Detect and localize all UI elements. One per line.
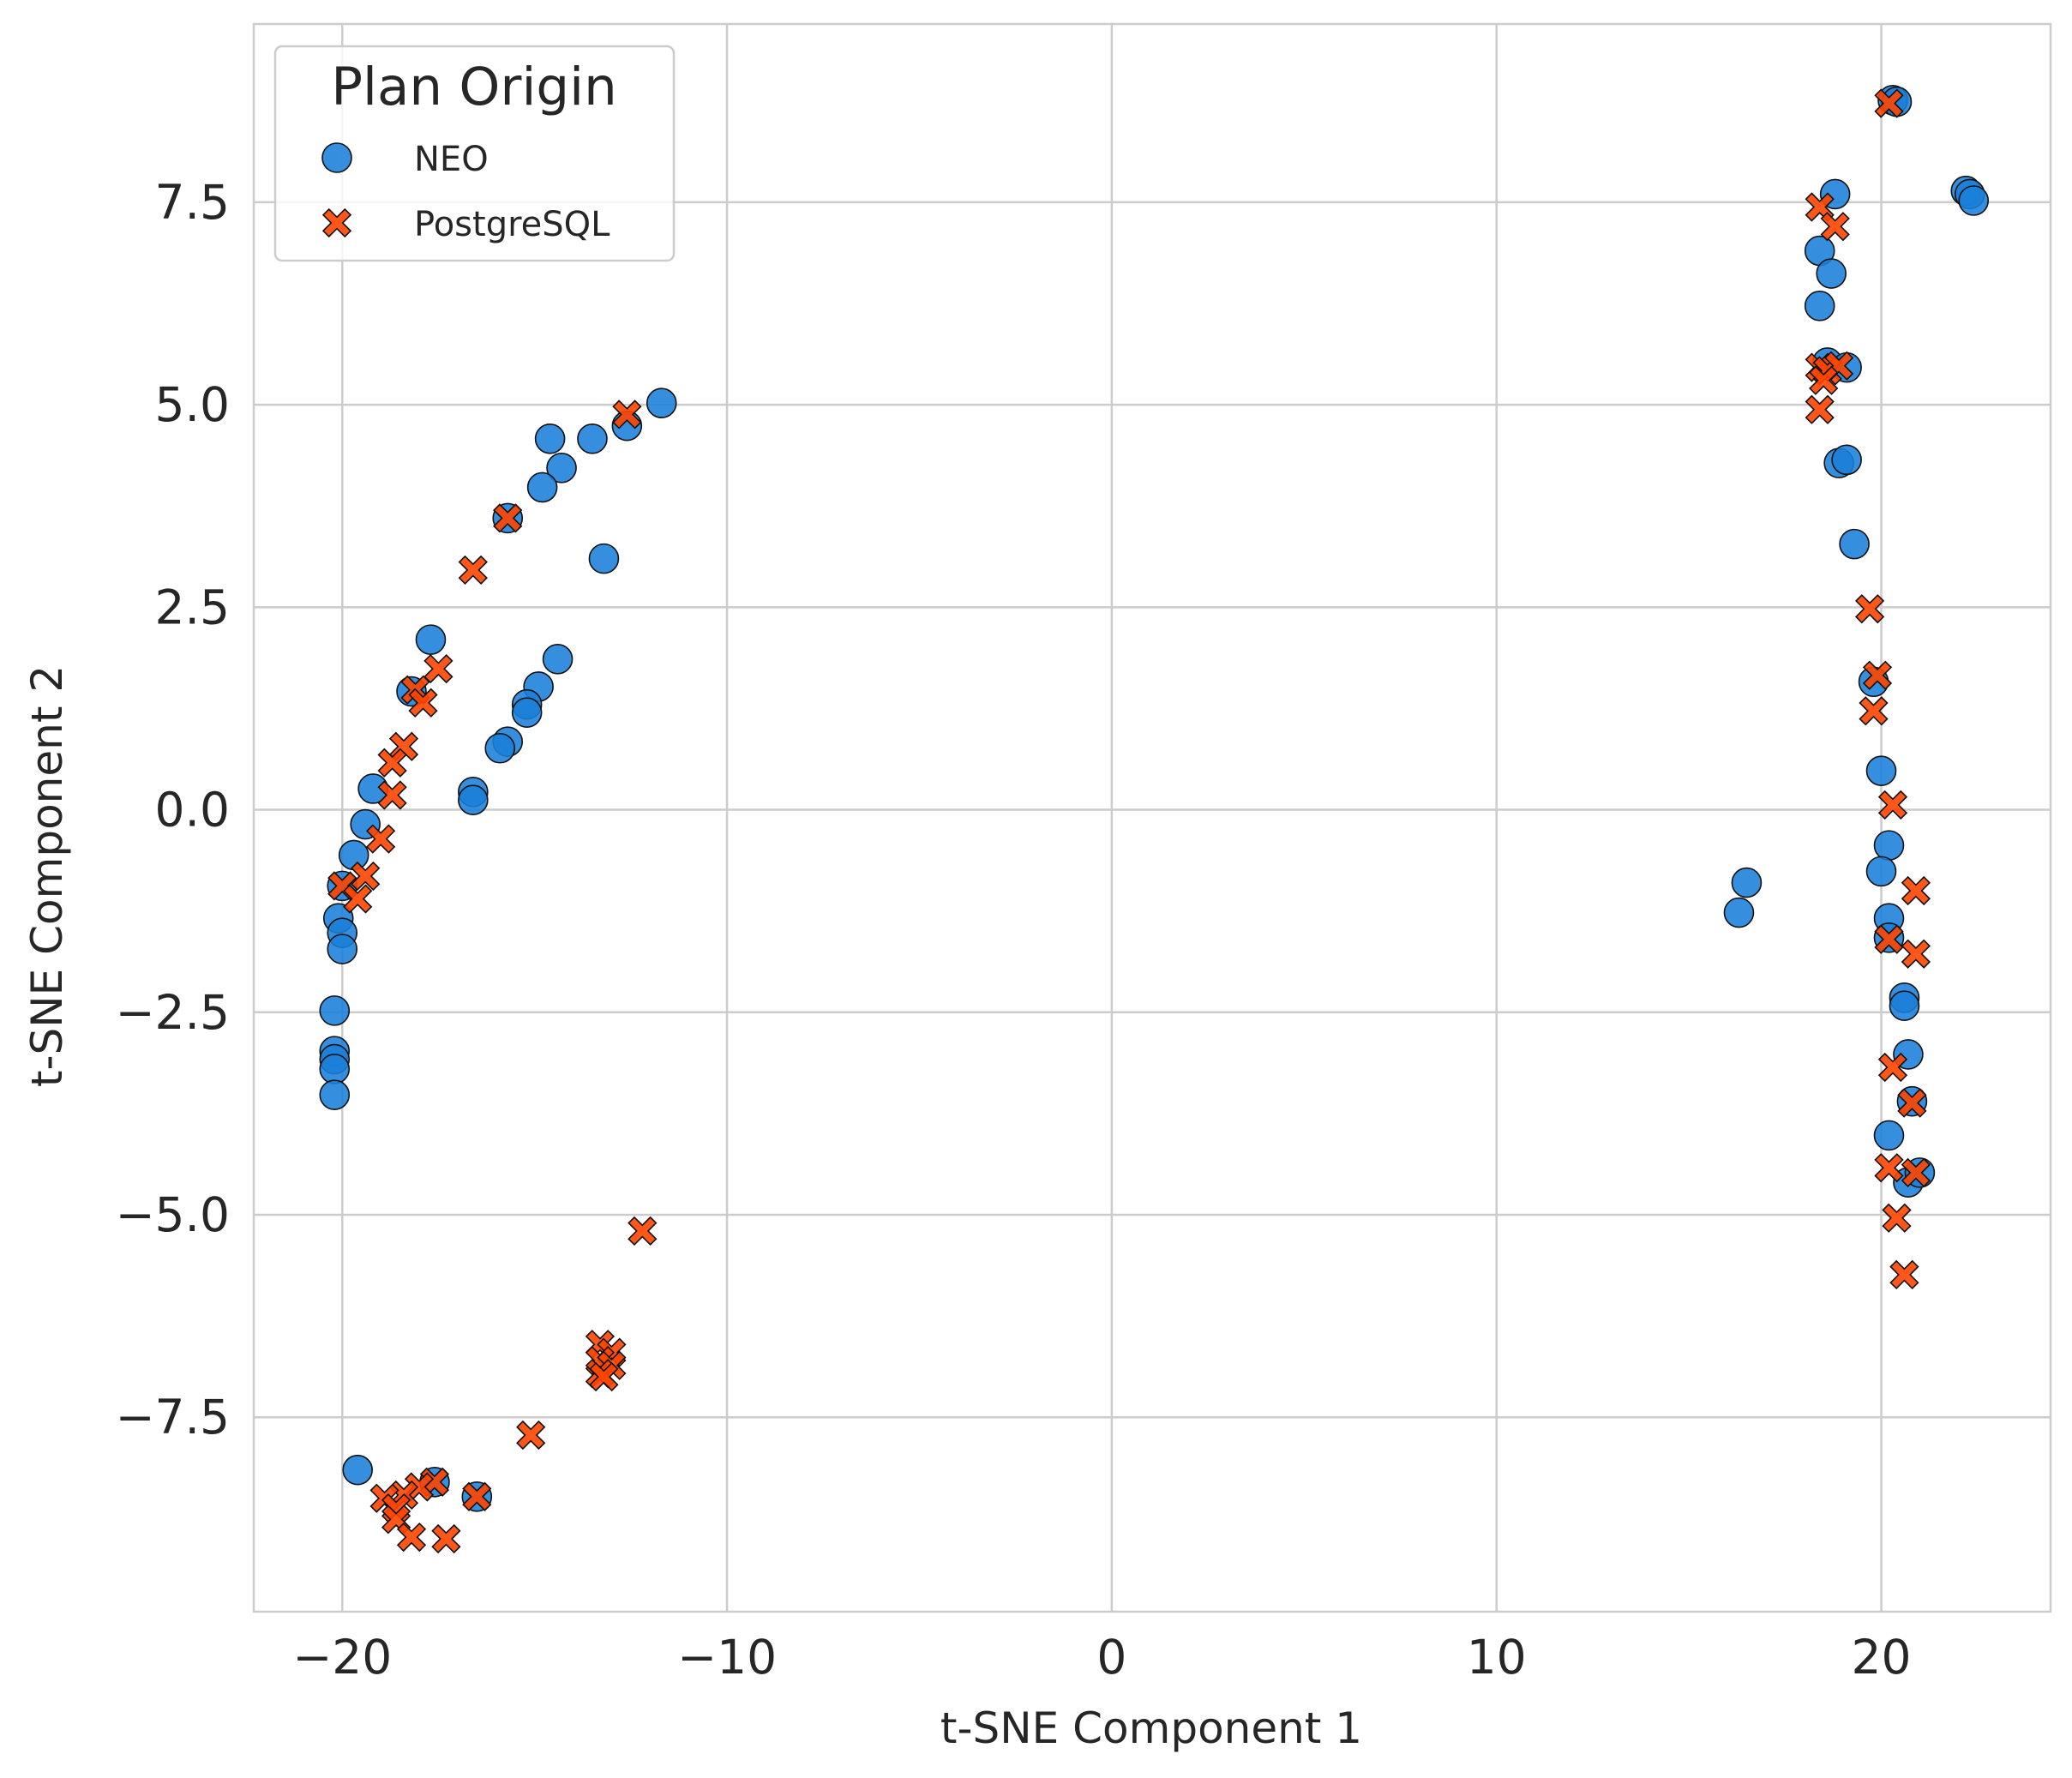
data-point-neo [1831,444,1862,476]
data-point-postgresql [1901,875,1931,906]
data-point-neo [327,934,358,964]
data-point-postgresql [612,399,642,429]
legend-title: Plan Origin [331,57,617,117]
data-point-neo [1873,1120,1905,1151]
data-point-postgresql [1877,790,1908,820]
data-point-postgresql [1805,394,1835,424]
data-point-neo [319,995,351,1026]
data-point-postgresql [365,824,396,854]
data-point-neo [542,643,574,675]
data-point-neo [1958,185,1990,216]
data-point-postgresql [1901,1157,1931,1188]
x-tick-label: −10 [677,1630,777,1685]
data-point-neo [1839,528,1870,560]
data-point-postgresql [1874,924,1904,954]
legend-marker-neo [321,142,352,173]
data-point-postgresql [1901,939,1931,969]
data-points [319,85,1990,1554]
data-point-postgresql [1820,212,1850,242]
data-point-postgresql [1897,1088,1927,1118]
legend: Plan Origin NEO PostgreSQL [273,45,676,262]
data-point-postgresql [589,1361,619,1392]
legend-label-neo: NEO [414,140,489,179]
legend-box [273,45,676,262]
data-point-postgresql [1862,660,1893,690]
data-point-postgresql [1859,696,1889,726]
data-point-postgresql [1882,1203,1912,1233]
y-tick-label: 7.5 [155,175,230,230]
data-point-postgresql [1809,365,1839,395]
data-point-neo [484,732,516,764]
data-point-neo [1723,897,1755,928]
data-point-postgresql [516,1420,546,1451]
legend-marker-shape [321,142,352,173]
data-point-postgresql [493,503,523,533]
data-point-postgresql [1874,1153,1904,1183]
data-point-postgresql [628,1216,658,1246]
data-point-postgresql [343,884,373,914]
x-tick-label: 0 [1096,1630,1126,1685]
y-tick-labels: −7.5 −5.0 −2.5 0.0 2.5 5.0 7.5 [115,175,230,1445]
y-tick-label: −2.5 [115,985,230,1040]
data-point-neo [588,543,620,574]
data-point-neo [1865,755,1897,786]
data-point-neo [1804,291,1835,321]
data-point-neo [319,1054,351,1084]
x-tick-label: 10 [1467,1630,1527,1685]
x-tick-label: 20 [1852,1630,1912,1685]
data-point-neo [1816,258,1847,289]
data-point-neo [415,624,447,655]
y-tick-label: −7.5 [115,1390,230,1445]
y-tick-label: −5.0 [115,1187,230,1242]
data-point-neo [511,697,543,728]
data-point-neo [1865,856,1897,887]
data-point-neo [546,453,577,484]
legend-marker-postgresql [321,207,352,238]
y-axis-label: t-SNE Component 2 [22,665,72,1087]
data-point-neo [319,1079,351,1110]
data-point-postgresql [1874,88,1904,118]
data-point-neo [534,423,566,454]
x-tick-labels: −20 −10 0 10 20 [292,1630,1911,1685]
data-point-postgresql [351,861,381,892]
y-tick-label: 2.5 [155,580,230,634]
data-point-neo [1873,830,1905,861]
legend-label-postgresql: PostgreSQL [414,205,610,244]
data-point-neo [646,387,677,419]
data-point-postgresql [423,653,453,684]
y-tick-label: 5.0 [155,377,230,432]
x-axis-label: t-SNE Component 1 [940,1703,1362,1753]
data-point-postgresql [431,1523,461,1554]
plot-frame [252,22,2052,1613]
data-point-postgresql [1854,594,1885,624]
data-point-postgresql [377,780,407,810]
data-point-neo [1889,990,1920,1022]
data-point-postgresql [462,1481,492,1511]
data-point-postgresql [396,1522,427,1553]
data-point-neo [526,472,558,503]
y-tick-label: 0.0 [155,783,230,838]
data-point-postgresql [458,555,488,586]
data-point-postgresql [1877,1052,1908,1083]
data-point-postgresql [408,688,438,718]
data-point-neo [577,423,608,454]
data-point-neo [1731,867,1763,898]
data-point-neo [458,784,489,816]
legend-marker-shape [321,207,352,238]
x-tick-label: −20 [292,1630,392,1685]
data-point-postgresql [1889,1259,1919,1290]
data-point-neo [342,1454,373,1486]
data-point-postgresql [377,748,407,778]
